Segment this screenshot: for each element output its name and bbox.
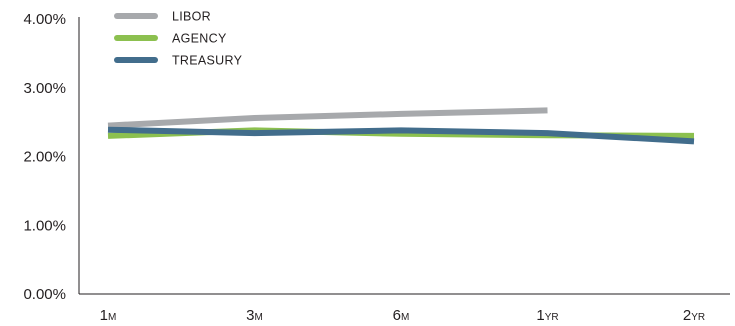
series-line-treasury [107, 126, 695, 145]
legend: LIBOR AGENCY TREASURY [114, 10, 243, 68]
y-tick-label: 2.00% [23, 149, 66, 166]
x-tick-label: 1M [100, 307, 117, 324]
x-axis: 1M 3M 6M 1YR 2YR [79, 293, 730, 324]
x-tick-label: 1YR [536, 307, 558, 324]
series-lines [107, 107, 695, 145]
x-tick-label: 2YR [683, 307, 705, 324]
y-tick-label: 3.00% [23, 80, 66, 97]
y-tick-label: 1.00% [23, 217, 66, 234]
y-tick-label: 0.00% [23, 286, 66, 303]
x-tick-label: 6M [393, 307, 410, 324]
legend-label-libor: LIBOR [172, 10, 211, 24]
series-line-libor [107, 107, 548, 129]
x-tick-label: 3M [246, 307, 263, 324]
legend-label-treasury: TREASURY [172, 54, 243, 68]
y-axis: 0.00% 1.00% 2.00% 3.00% 4.00% [23, 11, 80, 303]
legend-label-agency: AGENCY [172, 32, 227, 46]
y-tick-label: 4.00% [23, 11, 66, 28]
